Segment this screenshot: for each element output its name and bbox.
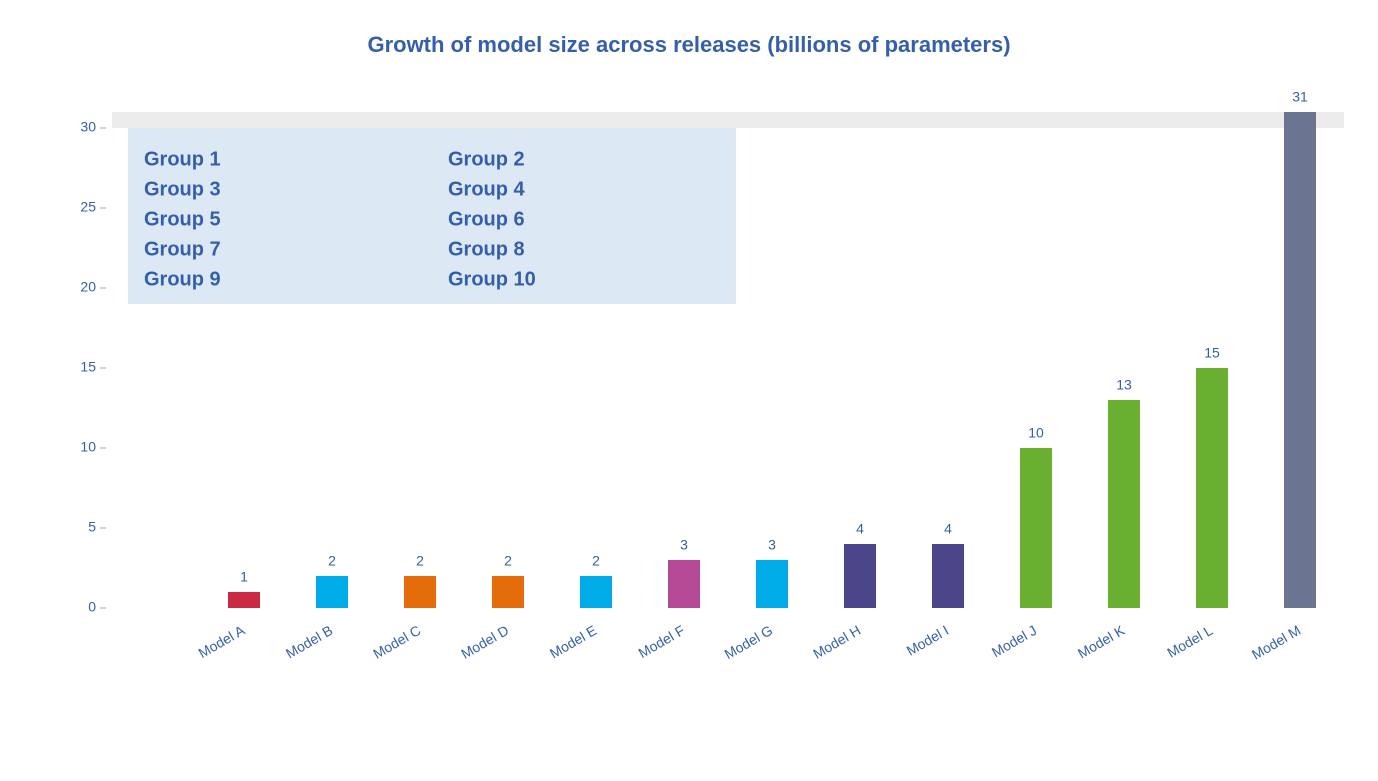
x-tick-label: Model D xyxy=(458,622,511,662)
legend-entry: Group 3 xyxy=(144,178,221,200)
x-tick-label: Model A xyxy=(196,622,248,661)
bar xyxy=(1108,400,1140,608)
bar xyxy=(756,560,788,608)
top-band xyxy=(112,112,1344,128)
legend-entry: Group 5 xyxy=(144,208,221,230)
value-label: 1 xyxy=(240,569,248,585)
y-tick-label: 0 xyxy=(88,599,96,615)
y-tick-label: 25 xyxy=(80,199,96,215)
bar xyxy=(844,544,876,608)
value-label: 31 xyxy=(1292,89,1308,105)
value-label: 2 xyxy=(328,553,336,569)
y-tick-label: 10 xyxy=(80,439,96,455)
value-label: 10 xyxy=(1028,425,1044,441)
legend-entry: Group 1 xyxy=(144,148,221,170)
value-label: 3 xyxy=(680,537,688,553)
x-tick-label: Model B xyxy=(283,622,335,662)
x-tick-label: Model J xyxy=(989,622,1039,660)
value-label: 3 xyxy=(768,537,776,553)
x-tick-label: Model G xyxy=(722,622,776,662)
legend-entry: Group 2 xyxy=(448,148,525,170)
bar xyxy=(580,576,612,608)
bar xyxy=(1284,112,1316,608)
bar xyxy=(1196,368,1228,608)
legend-entry: Group 10 xyxy=(448,268,536,290)
legend-entry: Group 6 xyxy=(448,208,525,230)
legend-entry: Group 8 xyxy=(448,238,525,260)
x-tick-label: Model H xyxy=(810,622,863,662)
y-tick-label: 30 xyxy=(80,119,96,135)
x-tick-label: Model I xyxy=(904,622,952,659)
chart-title: Growth of model size across releases (bi… xyxy=(367,32,1010,57)
x-tick-label: Model E xyxy=(547,622,599,662)
bar xyxy=(228,592,260,608)
bar xyxy=(316,576,348,608)
y-tick-label: 20 xyxy=(80,279,96,295)
x-tick-label: Model L xyxy=(1164,622,1215,661)
value-label: 2 xyxy=(504,553,512,569)
value-label: 15 xyxy=(1204,345,1220,361)
value-label: 2 xyxy=(592,553,600,569)
value-label: 2 xyxy=(416,553,424,569)
legend-box xyxy=(128,128,736,304)
bar xyxy=(1020,448,1052,608)
legend-entry: Group 9 xyxy=(144,268,221,290)
x-tick-label: Model F xyxy=(636,622,688,661)
legend-entry: Group 4 xyxy=(448,178,526,200)
bar xyxy=(492,576,524,608)
y-tick-label: 5 xyxy=(88,519,96,535)
value-label: 4 xyxy=(856,521,864,537)
bar xyxy=(932,544,964,608)
bar xyxy=(668,560,700,608)
y-tick-label: 15 xyxy=(80,359,96,375)
legend-entry: Group 7 xyxy=(144,238,221,260)
x-tick-label: Model K xyxy=(1075,622,1128,662)
value-label: 13 xyxy=(1116,377,1132,393)
x-tick-label: Model C xyxy=(370,622,423,662)
x-tick-label: Model M xyxy=(1249,622,1303,663)
bar xyxy=(404,576,436,608)
value-label: 4 xyxy=(944,521,952,537)
